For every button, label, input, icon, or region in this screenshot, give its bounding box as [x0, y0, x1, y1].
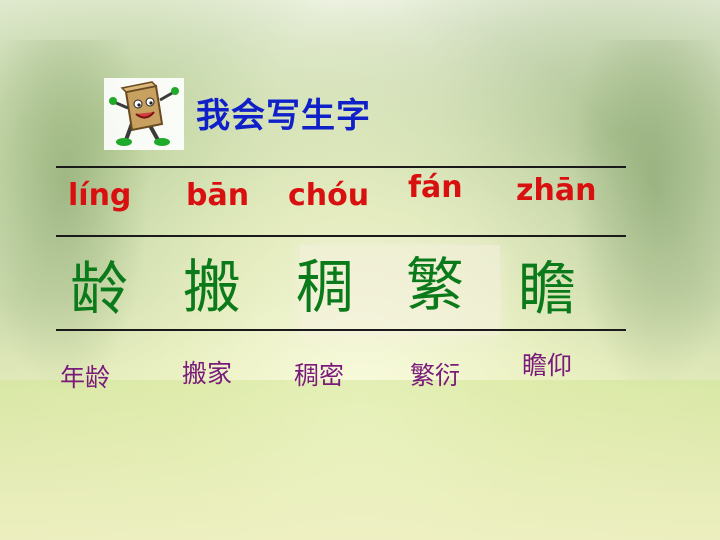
pinyin-chou: chóu — [288, 178, 370, 213]
pinyin-zhan: zhān — [516, 173, 597, 208]
word-zhanyang: 瞻仰 — [522, 351, 573, 380]
trees-right — [570, 40, 720, 400]
divider-bottom — [56, 329, 626, 331]
character-fan: 繁 — [406, 251, 465, 319]
page-title: 我会写生字 — [196, 96, 371, 136]
character-zhan: 瞻 — [518, 255, 577, 323]
pinyin-ling: líng — [68, 178, 132, 213]
character-ling: 龄 — [70, 255, 129, 323]
word-fanyan: 繁衍 — [410, 361, 461, 390]
character-chou: 稠 — [296, 253, 355, 321]
pinyin-fan: fán — [408, 170, 463, 205]
character-ban: 搬 — [183, 253, 242, 321]
word-choumi: 稠密 — [294, 361, 345, 390]
divider-middle — [56, 235, 626, 237]
word-nianling: 年龄 — [60, 363, 111, 392]
word-banjia: 搬家 — [182, 359, 233, 388]
paper-bag-character-icon — [104, 78, 184, 150]
pinyin-ban: bān — [186, 178, 250, 213]
lawn — [0, 380, 720, 540]
divider-top — [56, 166, 626, 168]
house — [300, 245, 500, 335]
